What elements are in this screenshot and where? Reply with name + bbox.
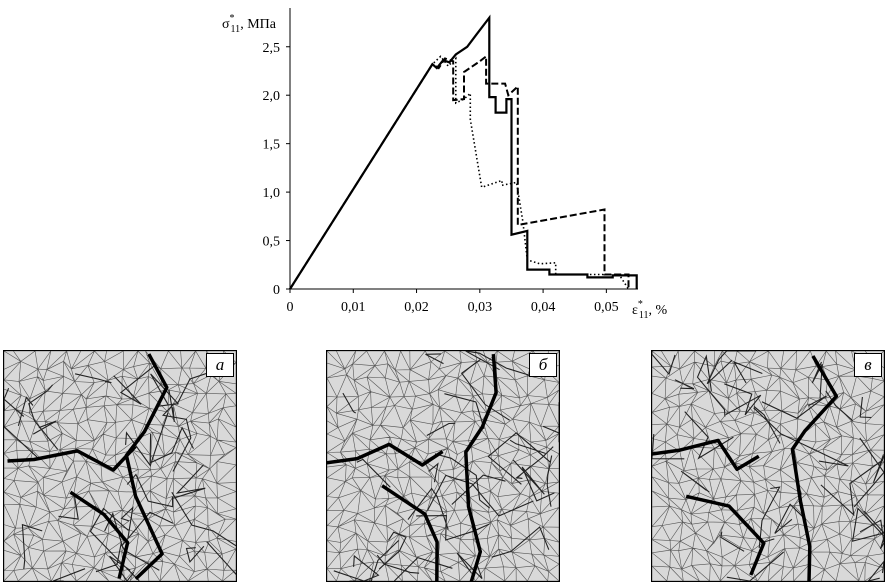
x-tick-label: 0 (287, 300, 294, 315)
y-tick-label: 1,5 (263, 138, 281, 153)
series-group (289, 14, 638, 290)
y-tick-label: 2,5 (263, 41, 281, 56)
y-tick-label: 0 (273, 283, 280, 298)
mesh-image (327, 351, 559, 581)
axes: 0 0,01 0,02 0,03 0,04 0,05 0 0,5 1,0 1,5 2,0 2,5 (263, 8, 638, 315)
mesh-image (4, 351, 236, 581)
fracture-panel-b: б (326, 350, 560, 582)
y-tick-label: 2,0 (263, 89, 281, 104)
y-tick-label: 1,0 (263, 186, 281, 201)
series-line-solid (289, 14, 638, 290)
x-tick-label: 0,03 (468, 300, 493, 315)
y-axis-title: σ* 11, МПа (222, 13, 277, 35)
x-tick-label: 0,01 (341, 300, 366, 315)
series-line-dashed (289, 54, 630, 290)
fracture-panel-c: в (651, 350, 885, 582)
x-axis-title: ε* 11, % (632, 299, 668, 321)
y-tick-label: 0,5 (263, 235, 281, 250)
stress-strain-chart: 0 0,01 0,02 0,03 0,04 0,05 0 0,5 1,0 1,5 2,0 2,5 σ*… (222, 8, 668, 321)
x-tick-label: 0,02 (404, 300, 429, 315)
panel-label: в (854, 353, 882, 377)
x-tick-label: 0,04 (531, 300, 556, 315)
series-line-dotted (289, 55, 630, 290)
x-tick-label: 0,05 (594, 300, 619, 315)
fracture-panel-a: а (3, 350, 237, 582)
mesh-image (652, 351, 884, 581)
panel-label: а (206, 353, 234, 377)
panel-label: б (529, 353, 557, 377)
